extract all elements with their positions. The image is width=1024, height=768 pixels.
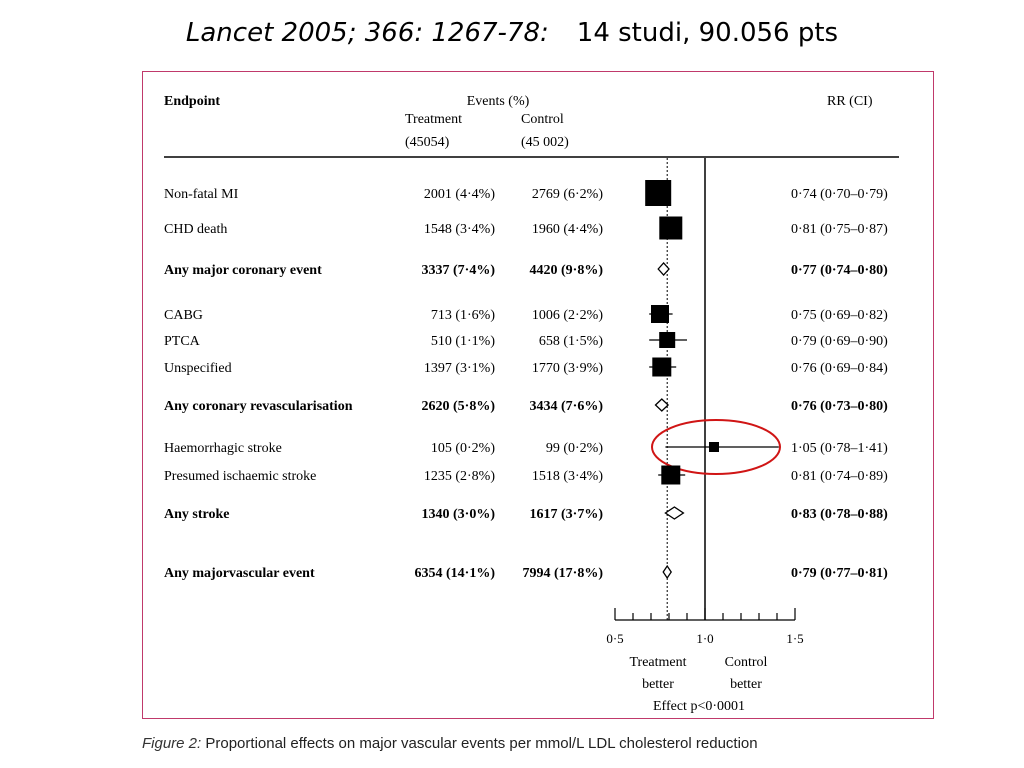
- row-control-haemorrhagic-stroke: 99 (0·2%): [546, 441, 603, 456]
- row-control-chd-death: 1960 (4·4%): [532, 222, 603, 237]
- slide-title: Lancet 2005; 366: 1267-78: 14 studi, 90.0…: [0, 18, 1024, 48]
- row-diamond-any-majorvascular-event: [662, 564, 672, 580]
- x-caption-left-1: Treatment: [629, 655, 686, 670]
- row-rr-non-fatal-mi: 0·74 (0·70–0·79): [791, 187, 888, 202]
- row-label-non-fatal-mi: Non-fatal MI: [164, 187, 239, 202]
- figure-caption: Figure 2: Proportional effects on major …: [142, 735, 758, 752]
- row-point-unspecified: [652, 357, 672, 377]
- row-control-cabg: 1006 (2·2%): [532, 308, 603, 323]
- forest-plot-frame: Endpoint Events (%) Treatment (45054) Contro…: [142, 71, 934, 719]
- header-control-n: (45 002): [521, 135, 569, 150]
- header-control: Control: [521, 112, 564, 127]
- row-treatment-presumed-ischaemic-stroke: 1235 (2·8%): [424, 469, 495, 484]
- row-treatment-any-stroke: 1340 (3·0%): [422, 507, 496, 522]
- row-control-presumed-ischaemic-stroke: 1518 (3·4%): [532, 469, 603, 484]
- figure-caption-text: Proportional effects on major vascular e…: [205, 735, 758, 752]
- row-treatment-ptca: 510 (1·1%): [431, 334, 495, 349]
- row-diamond-any-major-coronary-event: [657, 262, 670, 276]
- row-label-any-majorvascular-event: Any majorvascular event: [164, 566, 315, 581]
- row-point-presumed-ischaemic-stroke: [661, 465, 681, 485]
- row-treatment-non-fatal-mi: 2001 (4·4%): [424, 187, 495, 202]
- row-treatment-unspecified: 1397 (3·1%): [424, 361, 495, 376]
- row-rr-any-major-coronary-event: 0·77 (0·74–0·80): [791, 263, 888, 278]
- row-treatment-any-coronary-revascularisation: 2620 (5·8%): [422, 399, 496, 414]
- row-point-cabg: [651, 305, 669, 323]
- x-tick-label-1: 1·0: [696, 631, 713, 646]
- x-tick-label-1-5: 1·5: [786, 631, 803, 646]
- row-point-non-fatal-mi: [645, 180, 672, 206]
- row-label-presumed-ischaemic-stroke: Presumed ischaemic stroke: [164, 469, 316, 484]
- row-diamond-any-coronary-revascularisation: [654, 398, 670, 412]
- row-rr-presumed-ischaemic-stroke: 0·81 (0·74–0·89): [791, 469, 888, 484]
- row-treatment-haemorrhagic-stroke: 105 (0·2%): [431, 441, 495, 456]
- row-point-ptca: [659, 332, 676, 348]
- row-treatment-cabg: 713 (1·6%): [431, 308, 495, 323]
- row-diamond-any-stroke: [664, 506, 685, 520]
- row-rr-unspecified: 0·76 (0·69–0·84): [791, 361, 888, 376]
- figure-caption-label: Figure 2:: [142, 735, 202, 752]
- row-control-ptca: 658 (1·5%): [539, 334, 603, 349]
- row-rr-chd-death: 0·81 (0·75–0·87): [791, 222, 888, 237]
- row-rr-haemorrhagic-stroke: 1·05 (0·78–1·41): [791, 441, 888, 456]
- row-rr-cabg: 0·75 (0·69–0·82): [791, 308, 888, 323]
- row-treatment-chd-death: 1548 (3·4%): [424, 222, 495, 237]
- row-label-any-major-coronary-event: Any major coronary event: [164, 263, 322, 278]
- x-caption-right-2: better: [730, 677, 762, 692]
- header-rr: RR (CI): [827, 94, 873, 109]
- row-rr-any-majorvascular-event: 0·79 (0·77–0·81): [791, 566, 888, 581]
- row-label-any-coronary-revascularisation: Any coronary revascularisation: [164, 399, 353, 414]
- row-label-any-stroke: Any stroke: [164, 507, 229, 522]
- row-control-any-coronary-revascularisation: 3434 (7·6%): [530, 399, 604, 414]
- header-treatment: Treatment: [405, 112, 462, 127]
- highlight-ellipse: [651, 419, 781, 475]
- row-treatment-any-majorvascular-event: 6354 (14·1%): [415, 566, 496, 581]
- row-label-haemorrhagic-stroke: Haemorrhagic stroke: [164, 441, 282, 456]
- row-rr-any-stroke: 0·83 (0·78–0·88): [791, 507, 888, 522]
- row-label-ptca: PTCA: [164, 334, 201, 349]
- header-treatment-n: (45054): [405, 135, 450, 150]
- slide-title-info: 14 studi, 90.056 pts: [576, 18, 839, 48]
- row-label-cabg: CABG: [164, 308, 203, 323]
- row-treatment-any-major-coronary-event: 3337 (7·4%): [422, 263, 496, 278]
- row-point-chd-death: [659, 216, 683, 240]
- x-caption-right-1: Control: [725, 655, 768, 670]
- row-control-non-fatal-mi: 2769 (6·2%): [532, 187, 603, 202]
- row-control-any-major-coronary-event: 4420 (9·8%): [530, 263, 604, 278]
- slide-title-reference: Lancet 2005; 366: 1267-78:: [185, 18, 549, 48]
- header-endpoint: Endpoint: [164, 94, 220, 109]
- row-rr-any-coronary-revascularisation: 0·76 (0·73–0·80): [791, 399, 888, 414]
- forest-plot: Endpoint Events (%) Treatment (45054) Contro…: [164, 94, 899, 714]
- x-tick-label-0-5: 0·5: [606, 631, 623, 646]
- x-caption-left-2: better: [642, 677, 674, 692]
- row-control-any-stroke: 1617 (3·7%): [530, 507, 604, 522]
- row-label-chd-death: CHD death: [164, 222, 227, 237]
- row-control-unspecified: 1770 (3·9%): [532, 361, 603, 376]
- effect-p-value: Effect p<0·0001: [653, 699, 745, 714]
- row-label-unspecified: Unspecified: [164, 361, 232, 376]
- row-point-haemorrhagic-stroke: [709, 442, 719, 452]
- row-control-any-majorvascular-event: 7994 (17·8%): [523, 566, 604, 581]
- row-rr-ptca: 0·79 (0·69–0·90): [791, 334, 888, 349]
- header-events: Events (%): [467, 94, 530, 109]
